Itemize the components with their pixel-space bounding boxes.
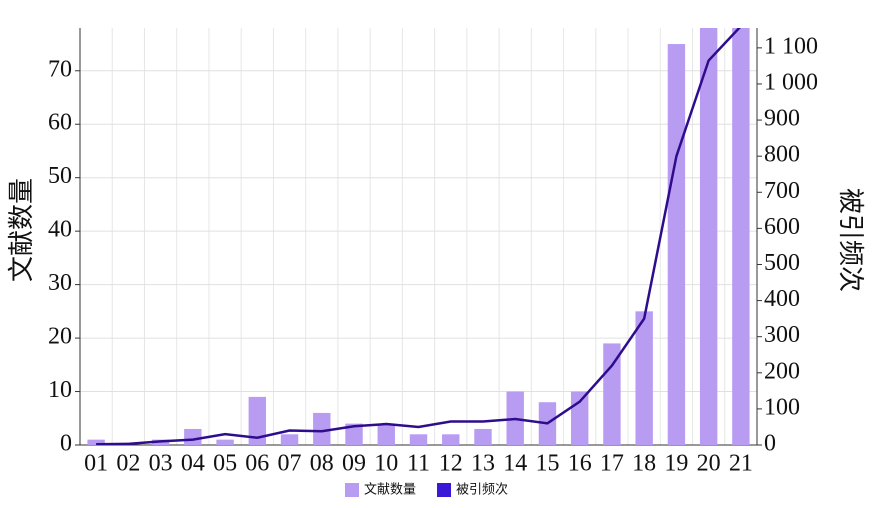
bar	[635, 311, 653, 445]
y2-axis-title: 被引频次	[836, 188, 865, 292]
x-tick-label: 17	[600, 451, 624, 477]
y2-tick-label: 0	[764, 431, 776, 457]
y-tick-label: 0	[60, 431, 72, 457]
legend-label: 被引频次	[456, 482, 508, 498]
legend-swatch	[345, 483, 359, 497]
y2-tick-label: 800	[764, 142, 800, 168]
x-tick-label: 14	[503, 451, 527, 477]
y-tick-label: 70	[48, 56, 72, 82]
y-tick-label: 40	[48, 217, 72, 243]
bar	[409, 434, 428, 445]
x-tick-label: 16	[568, 451, 592, 477]
y2-tick-label: 400	[764, 286, 800, 312]
y2-tick-label: 900	[764, 106, 800, 132]
x-tick-label: 04	[181, 451, 205, 477]
x-tick-label: 02	[116, 451, 140, 477]
line	[96, 28, 741, 446]
x-tick-label: 03	[149, 451, 173, 477]
legend-swatch	[437, 483, 452, 497]
x-tick-label: 13	[471, 451, 495, 477]
y-axis-title: 文献数量	[7, 178, 36, 282]
y2-tick-label: 200	[764, 358, 800, 384]
bar	[699, 28, 718, 445]
bar	[442, 434, 460, 445]
y-tick-label: 10	[48, 377, 72, 403]
x-tick-label: 05	[213, 451, 237, 477]
bar	[667, 44, 686, 446]
bar	[280, 434, 299, 445]
bar	[345, 423, 363, 445]
bar	[377, 423, 395, 445]
x-tick-label: 09	[342, 451, 366, 477]
y2-tick-label: 1 000	[764, 69, 818, 95]
x-tick-label: 15	[535, 451, 559, 477]
x-tick-label: 12	[439, 451, 463, 477]
bar	[732, 28, 750, 445]
bar	[248, 396, 267, 445]
grid	[75, 28, 762, 446]
y2-tick-label: 1 100	[764, 33, 818, 59]
bar	[184, 428, 202, 445]
x-tick-label: 11	[407, 451, 430, 477]
x-tick-label: 18	[632, 451, 656, 477]
bar	[570, 391, 589, 445]
y-tick-label: 50	[48, 163, 72, 189]
y-tick-label: 60	[48, 110, 72, 136]
bar	[216, 439, 234, 445]
y2-tick-label: 600	[764, 214, 800, 240]
y2-tick-label: 500	[764, 250, 800, 276]
plot-area	[87, 28, 750, 446]
y2-tick-label: 300	[764, 322, 800, 348]
y2-tick-label: 100	[764, 394, 800, 420]
x-tick-label: 08	[310, 451, 334, 477]
x-tick-label: 19	[664, 451, 688, 477]
x-tick-label: 07	[278, 451, 302, 477]
x-tick-label: 06	[245, 451, 269, 477]
y-tick-label: 20	[48, 324, 72, 350]
bar	[474, 428, 492, 445]
x-tick-label: 21	[729, 451, 753, 477]
x-tick-label: 10	[374, 451, 398, 477]
bar	[87, 439, 105, 445]
bar	[313, 412, 331, 445]
y-tick-label: 30	[48, 270, 72, 296]
legend-label: 文献数量	[364, 483, 416, 498]
labels: 0102030405060700100200300400500600700800…	[48, 33, 818, 497]
x-tick-label: 20	[697, 451, 721, 477]
x-tick-label: 01	[84, 451, 108, 477]
y2-tick-label: 700	[764, 178, 800, 204]
